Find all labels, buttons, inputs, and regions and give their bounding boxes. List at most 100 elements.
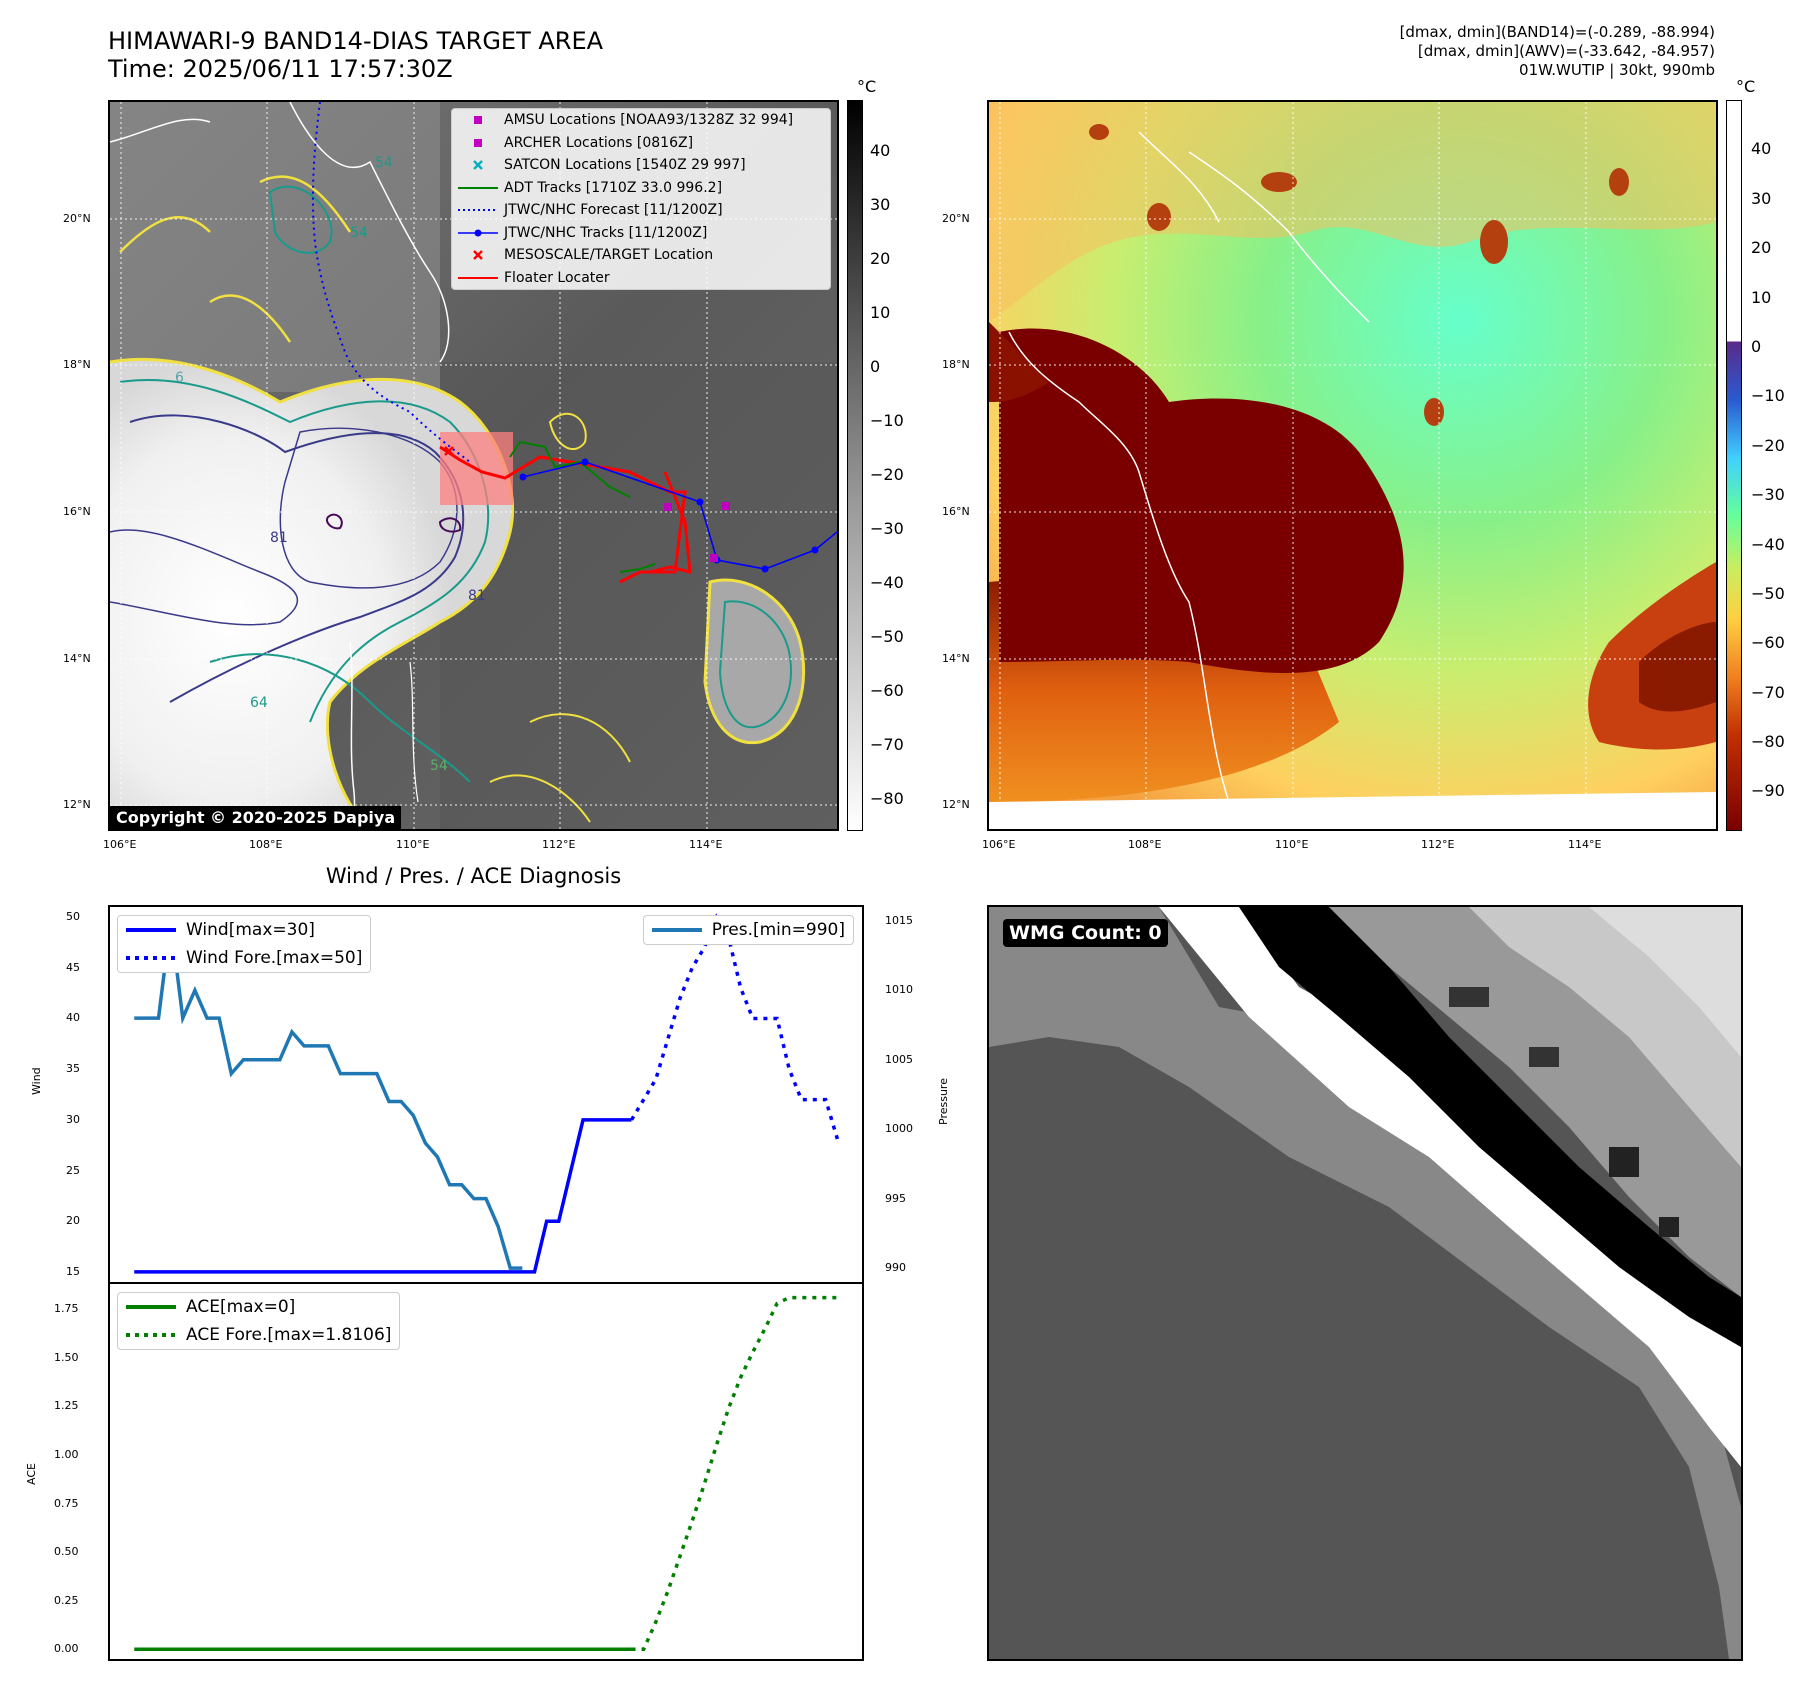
colorbar-tick-label: 10 xyxy=(1751,287,1772,307)
colorbar-tick-label: −90 xyxy=(1751,781,1785,801)
legend-item: SATCON Locations [1540Z 29 997] xyxy=(452,154,830,177)
legend-item: JTWC/NHC Tracks [11/1200Z] xyxy=(452,222,830,245)
legend-item: ADT Tracks [1710Z 33.0 996.2] xyxy=(452,177,830,200)
legend-symbol-icon xyxy=(458,249,498,261)
lat-tick-label: 14°N xyxy=(63,652,91,665)
awv-map-panel xyxy=(987,100,1718,831)
map-legend: AMSU Locations [NOAA93/1328Z 32 994] ARCH… xyxy=(451,108,831,290)
pressure-series-line xyxy=(134,920,523,1270)
info-band14-range: [dmax, dmin](BAND14)=(-0.289, -88.994) xyxy=(1399,23,1715,41)
colorbar-right xyxy=(1726,100,1742,831)
amsu-marker-2 xyxy=(710,554,718,562)
legend-symbol-icon xyxy=(458,204,498,216)
legend-item: MESOSCALE/TARGET Location xyxy=(452,244,830,267)
legend-symbol-icon xyxy=(458,227,498,239)
colorbar-tick-label: −10 xyxy=(1751,386,1785,406)
colorbar-tick-label: 10 xyxy=(870,303,891,323)
colorbar-tick-label: −20 xyxy=(1751,435,1785,455)
pressure-tick-label: 1015 xyxy=(885,913,913,927)
ace-legend: ACE[max=0] ACE Fore.[max=1.8106] xyxy=(117,1292,401,1350)
copyright-badge: Copyright © 2020-2025 Dapiya xyxy=(110,806,402,829)
lat-tick-label: 16°N xyxy=(942,505,970,518)
lon-tick-label: 108°E xyxy=(1128,838,1162,851)
wind-legend: Wind[max=30] Wind Fore.[max=50] xyxy=(117,915,372,973)
legend-label: ARCHER Locations [0816Z] xyxy=(504,134,694,151)
info-awv-range: [dmax, dmin](AWV)=(-33.642, -84.957) xyxy=(1417,42,1715,60)
wind-series-line xyxy=(134,1118,632,1274)
legend-label: JTWC/NHC Tracks [11/1200Z] xyxy=(504,224,708,241)
legend-symbol-icon xyxy=(458,114,498,126)
lon-tick-label: 112°E xyxy=(1421,838,1455,851)
legend-label: MESOSCALE/TARGET Location xyxy=(504,247,714,264)
colorbar-tick-label: −50 xyxy=(1751,583,1785,603)
legend-label: Floater Locater xyxy=(504,269,610,286)
colorbar-left-unit: °C xyxy=(857,77,877,96)
legend-symbol-icon xyxy=(458,272,498,284)
colorbar-tick-label: −40 xyxy=(870,572,904,592)
ace-tick-label: 1.50 xyxy=(54,1350,79,1364)
colorbar-tick-label: 20 xyxy=(870,249,891,269)
legend-label: SATCON Locations [1540Z 29 997] xyxy=(504,157,746,174)
pressure-tick-label: 990 xyxy=(885,1261,906,1275)
legend-ace-label: ACE[max=0] xyxy=(186,1297,296,1317)
contour-label-81b: 81 xyxy=(468,588,486,604)
colorbar-tick-label: −70 xyxy=(1751,682,1785,702)
wind-tick-label: 50 xyxy=(66,910,80,924)
awv-map-image xyxy=(989,102,1716,829)
ace-axis-label: ACE xyxy=(25,1463,38,1485)
lon-tick-label: 112°E xyxy=(542,838,576,851)
colorbar-tick-label: 30 xyxy=(1751,188,1772,208)
lon-tick-label: 110°E xyxy=(1275,838,1309,851)
ace-tick-label: 0.50 xyxy=(54,1545,79,1559)
legend-item: JTWC/NHC Forecast [11/1200Z] xyxy=(452,199,830,222)
legend-item: AMSU Locations [NOAA93/1328Z 32 994] xyxy=(452,109,830,132)
colorbar-tick-label: −80 xyxy=(870,788,904,808)
wind-tick-label: 15 xyxy=(66,1264,80,1278)
lon-tick-label: 106°E xyxy=(982,838,1016,851)
pressure-tick-label: 1000 xyxy=(885,1122,913,1136)
wind-pressure-svg xyxy=(134,913,840,1274)
contour-label-6: 6 xyxy=(175,370,184,386)
jtwc-track-points xyxy=(519,458,819,573)
colorbar-tick-label: −10 xyxy=(870,410,904,430)
colorbar-tick-label: −80 xyxy=(1751,732,1785,752)
legend-ace-fore-label: ACE Fore.[max=1.8106] xyxy=(186,1325,392,1345)
colorbar-tick-label: 0 xyxy=(1751,336,1762,356)
pressure-legend: Pres.[min=990] xyxy=(642,915,854,945)
colorbar-tick-label: 30 xyxy=(870,195,891,215)
legend-symbol-icon xyxy=(458,137,498,149)
pressure-tick-label: 1005 xyxy=(885,1052,913,1066)
colorbar-tick-label: 0 xyxy=(870,357,881,377)
lat-tick-label: 16°N xyxy=(63,505,91,518)
pressure-axis-label: Pressure xyxy=(937,1078,950,1125)
lon-tick-label: 114°E xyxy=(689,838,723,851)
colorbar-tick-label: −60 xyxy=(870,680,904,700)
wmg-count-badge: WMG Count: 0 xyxy=(1003,919,1168,947)
legend-label: AMSU Locations [NOAA93/1328Z 32 994] xyxy=(504,112,794,129)
lat-tick-label: 12°N xyxy=(63,798,91,811)
lat-tick-label: 18°N xyxy=(63,358,91,371)
wind-tick-label: 45 xyxy=(66,960,80,974)
archer-marker xyxy=(722,502,730,510)
ace-tick-label: 0.00 xyxy=(54,1642,79,1656)
wind-tick-label: 40 xyxy=(66,1011,80,1025)
ace-plot: ACE[max=0] ACE Fore.[max=1.8106] xyxy=(108,1282,864,1661)
colorbar-tick-label: −30 xyxy=(1751,485,1785,505)
contour-label-54b: 54 xyxy=(350,225,368,241)
wind-axis-label: Wind xyxy=(30,1067,43,1095)
legend-wind-fore-label: Wind Fore.[max=50] xyxy=(186,948,363,968)
legend-symbol-icon xyxy=(458,182,498,194)
page-subtitle-time: Time: 2025/06/11 17:57:30Z xyxy=(108,55,453,83)
ace-svg xyxy=(134,1295,838,1652)
wind-forecast-series-line xyxy=(630,913,840,1141)
pressure-tick-label: 1010 xyxy=(885,983,913,997)
colorbar-tick-label: −20 xyxy=(870,464,904,484)
lon-tick-label: 110°E xyxy=(396,838,430,851)
colorbar-right-unit: °C xyxy=(1736,77,1756,96)
page-title: HIMAWARI-9 BAND14-DIAS TARGET AREA xyxy=(108,27,604,55)
lat-tick-label: 12°N xyxy=(942,798,970,811)
legend-item: Floater Locater xyxy=(452,267,830,290)
colorbar-tick-label: 40 xyxy=(870,141,891,161)
colorbar-left xyxy=(847,100,863,831)
ace-tick-label: 1.00 xyxy=(54,1447,79,1461)
